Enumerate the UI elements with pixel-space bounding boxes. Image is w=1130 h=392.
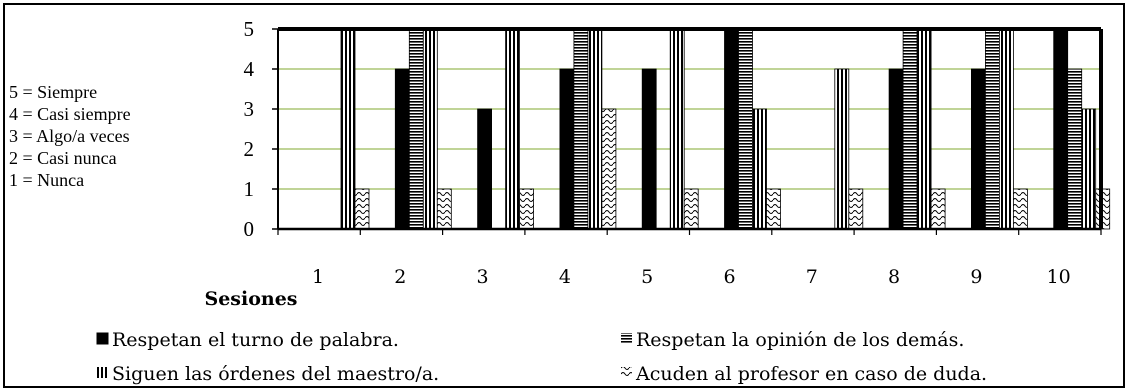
legend-swatch bbox=[621, 367, 632, 378]
bar bbox=[683, 188, 699, 230]
y-tick-label: 1 bbox=[244, 177, 255, 201]
legend-label: Siguen las órdenes del maestro/a. bbox=[112, 363, 439, 385]
bar bbox=[408, 28, 424, 230]
chart-canvas: 0 1 2 3 4 5 1 2 3 4 5 6 7 8 9 10 Sesiones Respetan el tu… bbox=[96, 17, 1111, 385]
bar bbox=[930, 188, 946, 230]
legend-swatch bbox=[97, 367, 108, 378]
x-tick-label: 7 bbox=[806, 266, 818, 288]
bar bbox=[422, 28, 438, 230]
bar bbox=[752, 108, 767, 230]
bar bbox=[724, 28, 739, 230]
bar bbox=[999, 28, 1014, 230]
x-tick-label: 6 bbox=[723, 266, 735, 288]
bar bbox=[641, 68, 657, 230]
x-tick-label: 4 bbox=[559, 266, 571, 288]
legend-swatch bbox=[621, 333, 632, 344]
bars bbox=[340, 28, 1111, 230]
bar bbox=[587, 28, 603, 230]
legend-label: Acuden al profesor en caso de duda. bbox=[635, 363, 987, 385]
bar bbox=[505, 28, 521, 230]
y-tick-label: 4 bbox=[244, 57, 255, 81]
bar bbox=[669, 28, 685, 230]
bar bbox=[848, 188, 864, 230]
x-tick-label: 1 bbox=[312, 266, 324, 288]
bar bbox=[971, 68, 986, 230]
legend-swatch bbox=[96, 332, 109, 345]
bar bbox=[601, 108, 617, 230]
bar bbox=[1053, 28, 1069, 230]
bar bbox=[573, 28, 589, 230]
y-tick-label: 5 bbox=[244, 17, 255, 41]
x-tick-label: 3 bbox=[477, 266, 489, 288]
bar bbox=[340, 28, 356, 230]
x-tick-label: 10 bbox=[1047, 266, 1071, 288]
bar bbox=[519, 188, 534, 230]
bar bbox=[436, 188, 452, 230]
bar bbox=[766, 188, 781, 230]
bar bbox=[902, 28, 918, 230]
bar bbox=[1081, 108, 1097, 230]
x-tick-label: 9 bbox=[970, 266, 982, 288]
bar bbox=[354, 188, 370, 230]
bar bbox=[1013, 188, 1028, 230]
axes: 0 1 2 3 4 5 1 2 3 4 5 6 7 8 9 10 Sesiones bbox=[205, 17, 1103, 310]
bar bbox=[916, 28, 932, 230]
scale-legend-item: 5 = Siempre bbox=[9, 82, 98, 102]
scale-legend-item: 3 = Algo/a veces bbox=[9, 126, 130, 146]
y-tick-label: 2 bbox=[244, 137, 255, 161]
bar bbox=[394, 68, 410, 230]
chart-frame: 0 1 2 3 4 5 1 2 3 4 5 6 7 8 9 10 Sesiones Respetan el tu… bbox=[3, 3, 1125, 388]
bar bbox=[1067, 68, 1083, 230]
x-tick-label: 5 bbox=[641, 266, 653, 288]
legend: Respetan el turno de palabra. Respetan la… bbox=[96, 329, 987, 385]
bar bbox=[834, 68, 850, 230]
scale-legend-item: 2 = Casi nunca bbox=[9, 148, 117, 168]
y-tick-label: 0 bbox=[244, 217, 255, 241]
bar bbox=[738, 28, 753, 230]
legend-label: Respetan el turno de palabra. bbox=[112, 329, 399, 351]
scale-legend-item: 4 = Casi siempre bbox=[9, 104, 131, 124]
legend-label: Respetan la opinión de los demás. bbox=[636, 329, 964, 351]
y-tick-label: 3 bbox=[244, 97, 255, 121]
x-tick-label: 2 bbox=[394, 266, 406, 288]
bar bbox=[559, 68, 575, 230]
x-tick-label: 8 bbox=[888, 266, 900, 288]
bar bbox=[985, 28, 1000, 230]
bar bbox=[888, 68, 904, 230]
x-axis-label: Sesiones bbox=[205, 288, 298, 310]
bar bbox=[477, 108, 493, 230]
scale-legend-item: 1 = Nunca bbox=[9, 170, 85, 190]
